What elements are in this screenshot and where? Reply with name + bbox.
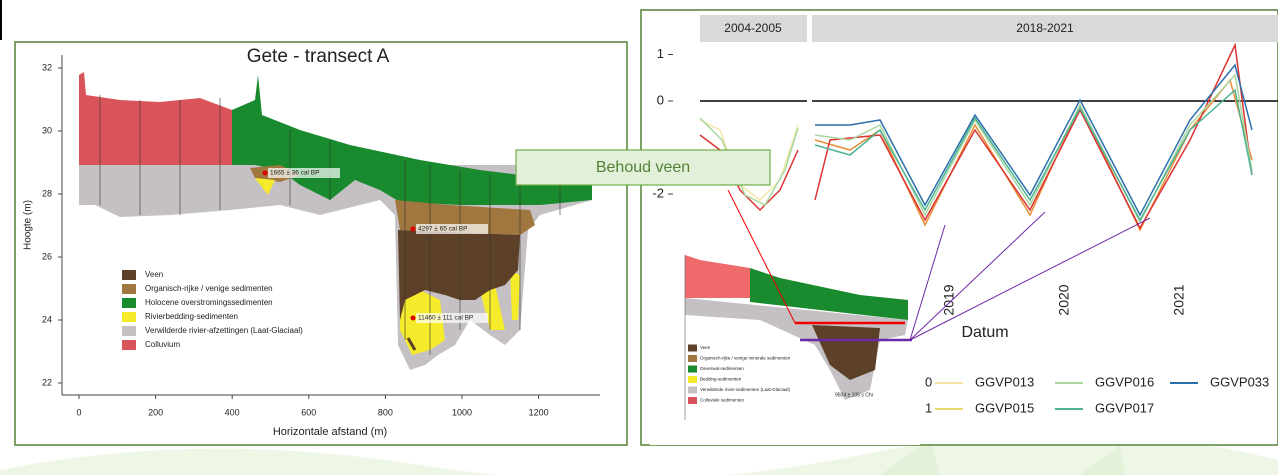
legend-label: Holocene overstromingssedimenten xyxy=(145,298,273,307)
y-axis-label: Hoogte (m) xyxy=(23,200,34,250)
sample-point xyxy=(411,227,416,232)
facet-label: 2004-2005 xyxy=(724,21,782,35)
legend-label: Colluviale sedimenten xyxy=(700,398,745,403)
legend-swatch xyxy=(688,397,697,404)
y-tick-label: 24 xyxy=(42,314,52,324)
legend-swatch xyxy=(688,345,697,352)
annotation: 11460 ± 111 cal BP xyxy=(418,315,473,322)
x-tick-label: 800 xyxy=(378,407,393,417)
legend-swatch xyxy=(122,284,136,294)
legend-swatch xyxy=(122,326,136,336)
x-tick-label: 0 xyxy=(76,407,81,417)
legend-swatch xyxy=(122,270,136,280)
annotation: 4297 ± 65 cal BP xyxy=(418,226,467,233)
y-tick-label: 22 xyxy=(42,377,52,387)
annotation: 1665 ± 36 cal BP xyxy=(270,170,319,177)
legend-swatch xyxy=(688,387,697,394)
chart-title: Gete - transect A xyxy=(247,46,390,67)
legend-key: 0 xyxy=(925,374,932,389)
legend-label: Veen xyxy=(700,345,711,350)
legend-label: Verwilderde rivier-afzettingen (Laat-Gla… xyxy=(145,326,303,335)
legend-label: Rivierbedding-sedimenten xyxy=(145,312,238,321)
legend-key: 1 xyxy=(925,400,932,415)
sample-point xyxy=(411,316,416,321)
inset-figure: 9504 ± 105 s Chr Veen Organisch-rijke / v… xyxy=(650,235,920,445)
legend-label: Organisch-rijke / venige sedimenten xyxy=(145,284,273,293)
legend-label: Veen xyxy=(145,270,163,279)
legend-swatch xyxy=(122,312,136,322)
x-tick-label: 200 xyxy=(148,407,163,417)
x-axis-label: Horizontale afstand (m) xyxy=(273,426,387,438)
y-tick-label: 30 xyxy=(42,125,52,135)
slide: Gete - transect A Hoogte (m) Horizontale… xyxy=(0,0,1278,475)
callout-text: Behoud veen xyxy=(596,159,690,176)
y-tick-label: 0 xyxy=(657,92,664,107)
y-tick-label: -2 xyxy=(652,185,664,200)
x-tick-label: 2020 xyxy=(1056,284,1072,315)
x-tick-label: 1000 xyxy=(452,407,472,417)
x-axis-label: Datum xyxy=(961,324,1008,341)
y-tick-label: 1 xyxy=(657,46,664,61)
legend-label: GGVP015 xyxy=(975,400,1034,415)
x-tick-label: 2019 xyxy=(941,284,957,315)
legend-label: Organisch-rijke / venige minerale sedime… xyxy=(700,356,791,361)
legend-label: GGVP017 xyxy=(1095,400,1154,415)
legend-swatch xyxy=(688,366,697,373)
y-tick-label: 32 xyxy=(42,62,52,72)
x-tick-label: 400 xyxy=(225,407,240,417)
facet-label: 2018-2021 xyxy=(1016,21,1074,35)
legend-label: Verwilderde rivier-sedimenten (Laat-Glac… xyxy=(700,387,791,392)
legend-label: GGVP033 xyxy=(1210,374,1269,389)
legend-label: GGVP016 xyxy=(1095,374,1154,389)
legend-label: Oeverwal-sedimenten xyxy=(700,366,744,371)
legend-swatch xyxy=(688,376,697,383)
x-tick-label: 2021 xyxy=(1171,284,1187,315)
legend-swatch xyxy=(122,340,136,350)
x-tick-label: 1200 xyxy=(529,407,549,417)
legend-label: Colluvium xyxy=(145,340,180,349)
sample-point xyxy=(263,171,268,176)
legend-swatch xyxy=(688,355,697,362)
legend-label: Bedding-sedimenten xyxy=(700,377,742,382)
cross-section-panel: Gete - transect A Hoogte (m) Horizontale… xyxy=(15,42,627,445)
x-tick-label: 600 xyxy=(301,407,316,417)
inset-annotation: 9504 ± 105 s Chr xyxy=(835,392,874,398)
y-tick-label: 26 xyxy=(42,251,52,261)
legend-label: GGVP013 xyxy=(975,374,1034,389)
legend-swatch xyxy=(122,298,136,308)
y-tick-label: 28 xyxy=(42,188,52,198)
